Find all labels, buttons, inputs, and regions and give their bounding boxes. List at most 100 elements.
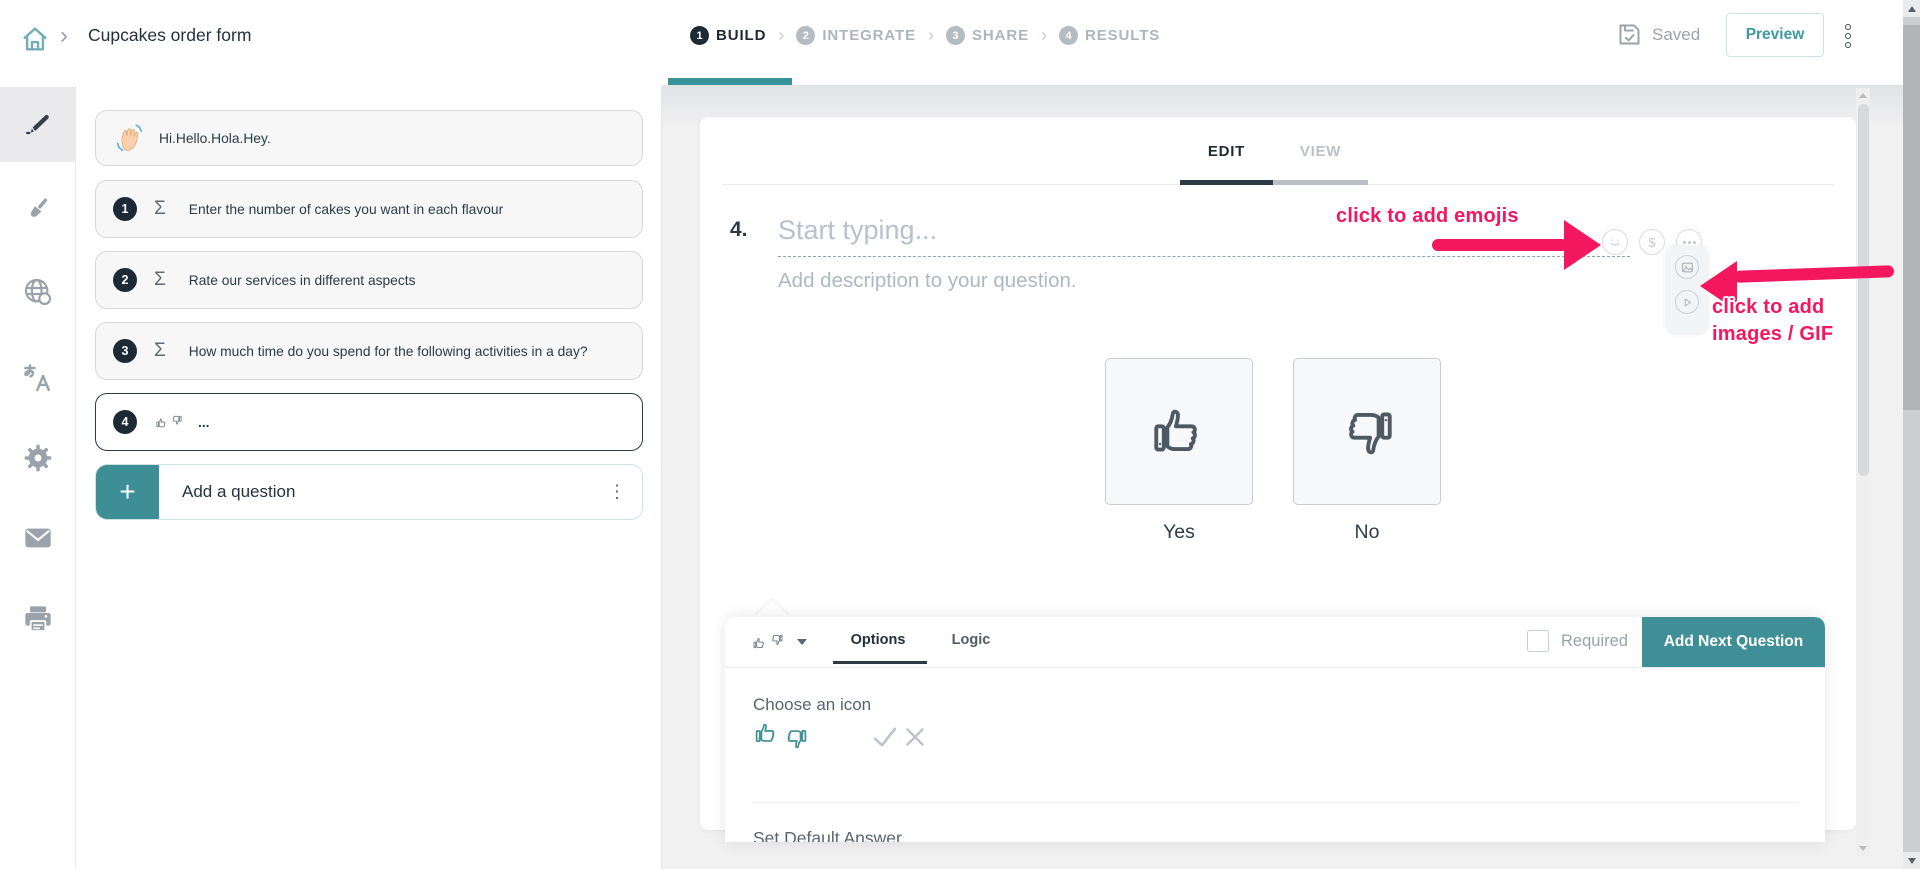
tab-edit-underline — [1180, 180, 1273, 185]
step-integrate[interactable]: 2 INTEGRATE — [796, 26, 916, 45]
active-step-indicator — [668, 78, 792, 85]
question-text: Rate our services in different aspects — [188, 272, 416, 288]
annotation-arrow-shaft — [1432, 239, 1568, 251]
sidebar-item-integrations[interactable] — [0, 264, 75, 320]
tab-options[interactable]: Options — [850, 632, 906, 648]
step-results-label: RESULTS — [1085, 27, 1161, 44]
thumbs-up-icon — [1154, 409, 1197, 452]
question-options-panel: Options Logic Required Add Next Question… — [725, 617, 1825, 842]
chevron-right-icon: › — [778, 25, 785, 45]
question-type-selector[interactable] — [751, 627, 785, 657]
question-number-badge: 2 — [113, 268, 137, 292]
add-question-button[interactable]: + Add a question ⋮ — [95, 464, 643, 520]
step-share[interactable]: 3 SHARE — [945, 26, 1029, 45]
choice-no-label: No — [1354, 521, 1380, 543]
add-next-question-label: Add Next Question — [1663, 633, 1804, 650]
question-title-input[interactable]: Start typing... — [778, 208, 1630, 257]
plus-icon[interactable]: + — [96, 465, 159, 519]
sidebar-item-print[interactable] — [0, 591, 75, 647]
choice-yes-card[interactable] — [1105, 358, 1253, 505]
scroll-up-icon[interactable] — [1859, 93, 1867, 98]
image-icon — [1681, 262, 1693, 272]
chevron-down-icon[interactable] — [797, 639, 807, 645]
step-share-label: SHARE — [971, 27, 1029, 44]
annotation-line1: click to add — [1712, 296, 1825, 318]
question-number-badge: 1 — [113, 197, 137, 221]
preview-button-label: Preview — [1745, 26, 1805, 43]
step-results[interactable]: 4 RESULTS — [1059, 26, 1160, 45]
choice-yes-label: Yes — [1163, 521, 1195, 543]
paint-brush-icon — [30, 198, 47, 217]
add-video-button[interactable] — [1675, 290, 1699, 314]
tab-logic[interactable]: Logic — [951, 632, 991, 648]
annotation-add-images: click to add images / GIF — [1712, 294, 1833, 348]
more-options-icon[interactable] — [1845, 24, 1851, 48]
breadcrumb: Cupcakes order form — [88, 25, 252, 45]
save-icon — [1619, 24, 1640, 45]
icon-option-check[interactable] — [871, 723, 899, 751]
required-checkbox[interactable] — [1527, 630, 1549, 652]
question-item-4-selected[interactable]: 4 ... — [95, 393, 643, 451]
step-build-badge: 1 — [690, 26, 709, 45]
page-scrollbar[interactable] — [1903, 0, 1920, 869]
step-integrate-badge: 2 — [796, 26, 816, 45]
add-image-button[interactable] — [1675, 255, 1699, 279]
sidebar-item-design[interactable] — [0, 181, 75, 237]
play-icon — [1684, 298, 1691, 306]
choice-no-card[interactable] — [1293, 358, 1441, 505]
sum-icon: Σ — [154, 198, 166, 219]
thumbs-up-down-icon — [156, 415, 182, 428]
editor-scrollbar-thumb[interactable] — [1857, 104, 1869, 476]
add-next-question-button[interactable]: Add Next Question — [1642, 617, 1825, 667]
editor-scrollbar[interactable] — [1856, 88, 1870, 856]
home-button[interactable] — [18, 22, 54, 58]
page-scrollbar-thumb[interactable] — [1903, 25, 1920, 410]
tab-view[interactable]: VIEW — [1299, 143, 1342, 160]
dollar-icon: $ — [1648, 234, 1656, 250]
thumbs-up-down-icon — [753, 634, 783, 649]
icon-option-cross[interactable] — [902, 724, 928, 750]
tab-view-underline — [1273, 180, 1368, 185]
preview-button[interactable]: Preview — [1726, 13, 1824, 57]
add-variable-button[interactable]: $ — [1639, 229, 1665, 255]
smiley-icon — [1611, 239, 1619, 246]
ellipsis-icon — [1682, 240, 1696, 244]
icon-option-thumbs-up[interactable] — [753, 720, 780, 747]
icon-option-thumbs-down[interactable] — [782, 725, 809, 752]
sidebar-item-settings[interactable] — [0, 430, 75, 486]
edit-pencil-icon — [25, 114, 49, 134]
gear-icon — [24, 444, 51, 472]
step-share-badge: 3 — [945, 26, 965, 45]
sidebar-item-email[interactable] — [0, 510, 75, 566]
question-item-2[interactable]: 2 Σ Rate our services in different aspec… — [95, 251, 643, 309]
question-item-3[interactable]: 3 Σ How much time do you spend for the f… — [95, 322, 643, 380]
question-item-1[interactable]: 1 Σ Enter the number of cakes you want i… — [95, 180, 643, 238]
greeting-card[interactable]: Hi.Hello.Hola.Hey. — [95, 110, 643, 166]
sidebar-item-translate[interactable] — [0, 350, 75, 406]
scroll-down-icon[interactable] — [1859, 846, 1867, 851]
sidebar-item-edit[interactable] — [0, 87, 75, 162]
add-question-label: Add a question — [182, 482, 296, 501]
tool-sidebar — [0, 85, 76, 869]
scroll-down-icon[interactable] — [1903, 852, 1920, 869]
tab-edit[interactable]: EDIT — [1207, 143, 1246, 160]
icon-choices-row — [753, 720, 928, 752]
chevron-right-icon: › — [927, 25, 934, 45]
sum-icon: Σ — [154, 340, 166, 361]
question-description-input[interactable]: Add description to your question. — [778, 269, 1077, 292]
sum-icon: Σ — [154, 269, 166, 290]
scroll-up-icon[interactable] — [1903, 0, 1920, 17]
home-icon — [23, 27, 47, 51]
question-text: ... — [198, 414, 210, 430]
question-number-badge: 4 — [113, 410, 137, 434]
thumbs-down-icon — [1349, 411, 1392, 454]
add-emoji-button[interactable] — [1602, 229, 1628, 255]
required-label: Required — [1561, 632, 1628, 650]
step-build-label: BUILD — [716, 27, 767, 44]
step-build[interactable]: 1 BUILD — [690, 26, 766, 45]
question-menu-icon[interactable]: ⋮ — [608, 481, 626, 502]
set-default-answer-label: Set Default Answer — [753, 828, 902, 842]
divider — [725, 667, 1825, 668]
question-list-panel: Hi.Hello.Hola.Hey. 1 Σ Enter the number … — [76, 85, 662, 869]
